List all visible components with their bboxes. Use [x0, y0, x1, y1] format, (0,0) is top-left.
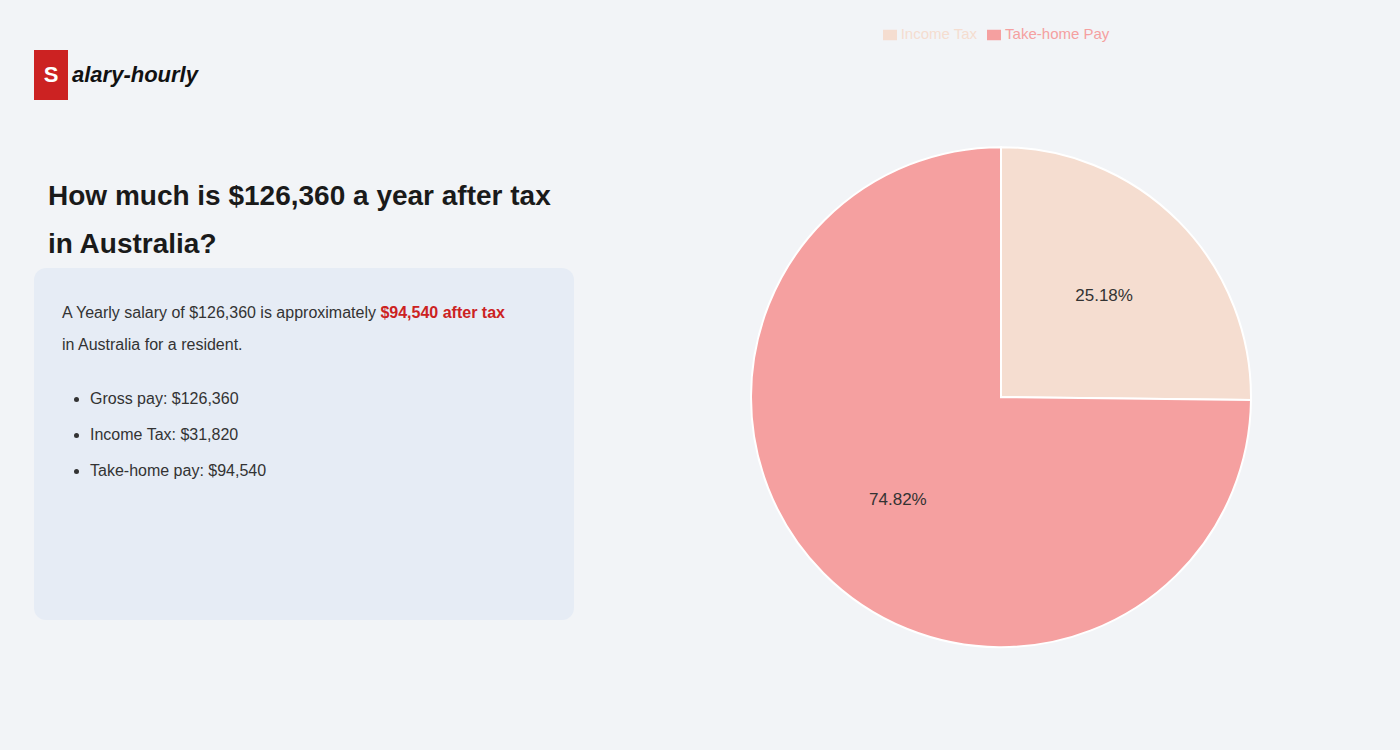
html-text:Income Tax: $31,820: Income Tax: $31,820 — [90, 426, 239, 443]
html-text:Gross pay: $126,360: Gross pay: $126,360 — [90, 390, 239, 407]
html-text:alary-hourly: alary-hourly — [72, 62, 198, 87]
svg-text:25.18%: 25.18% — [1075, 286, 1133, 305]
html-text:Income Tax: Income Tax — [900, 25, 978, 42]
html-text:A Yearly salary of $126,360 is: A Yearly salary of $126,360 is approxima… — [62, 304, 505, 321]
svg-text:74.82%: 74.82% — [869, 490, 927, 509]
html-text:Take-home pay: $94,540: Take-home pay: $94,540 — [90, 462, 267, 479]
html-text:Take-home Pay: Take-home Pay — [1005, 25, 1110, 42]
html-text:in Australia for a resident.: in Australia for a resident. — [62, 336, 243, 353]
html-text:How much is $126,360 a year af: How much is $126,360 a year after tax in… — [48, 180, 551, 259]
html-text:S: S — [43, 62, 59, 87]
